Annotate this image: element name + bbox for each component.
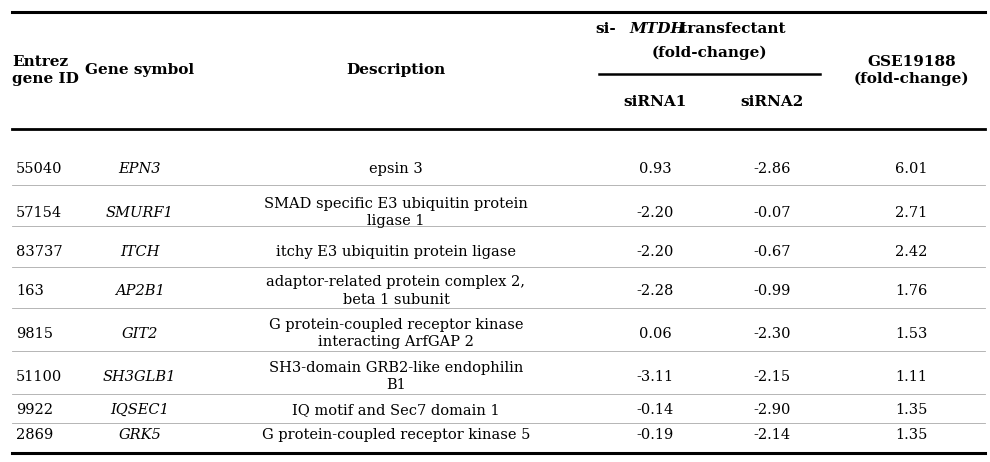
Text: 51100: 51100 bbox=[16, 370, 62, 383]
Text: -0.67: -0.67 bbox=[753, 245, 791, 259]
Text: GRK5: GRK5 bbox=[118, 428, 161, 442]
Text: 6.01: 6.01 bbox=[895, 162, 928, 176]
Text: G protein-coupled receptor kinase
interacting ArfGAP 2: G protein-coupled receptor kinase intera… bbox=[268, 318, 524, 349]
Text: Entrez
gene ID: Entrez gene ID bbox=[12, 55, 79, 85]
Text: adaptor-related protein complex 2,
beta 1 subunit: adaptor-related protein complex 2, beta … bbox=[266, 275, 526, 307]
Text: 83737: 83737 bbox=[16, 245, 62, 259]
Text: 55040: 55040 bbox=[16, 162, 62, 176]
Text: -2.20: -2.20 bbox=[637, 206, 674, 219]
Text: Description: Description bbox=[346, 63, 446, 78]
Text: 2.42: 2.42 bbox=[895, 245, 928, 259]
Text: -2.14: -2.14 bbox=[753, 428, 791, 442]
Text: IQ motif and Sec7 domain 1: IQ motif and Sec7 domain 1 bbox=[292, 403, 500, 417]
Text: 9922: 9922 bbox=[16, 403, 52, 417]
Text: -3.11: -3.11 bbox=[637, 370, 674, 383]
Text: G protein-coupled receptor kinase 5: G protein-coupled receptor kinase 5 bbox=[261, 428, 531, 442]
Text: MTDH: MTDH bbox=[630, 22, 685, 36]
Text: -2.20: -2.20 bbox=[637, 245, 674, 259]
Text: itchy E3 ubiquitin protein ligase: itchy E3 ubiquitin protein ligase bbox=[276, 245, 516, 259]
Text: Gene symbol: Gene symbol bbox=[85, 63, 194, 78]
Text: (fold-change): (fold-change) bbox=[651, 46, 767, 60]
Text: 9815: 9815 bbox=[16, 327, 52, 340]
Text: GIT2: GIT2 bbox=[122, 327, 157, 340]
Text: 2869: 2869 bbox=[16, 428, 53, 442]
Text: -2.15: -2.15 bbox=[753, 370, 791, 383]
Text: si-: si- bbox=[595, 22, 616, 36]
Text: -2.86: -2.86 bbox=[753, 162, 791, 176]
Text: 1.53: 1.53 bbox=[895, 327, 928, 340]
Text: -2.30: -2.30 bbox=[753, 327, 791, 340]
Text: 0.93: 0.93 bbox=[640, 162, 671, 176]
Text: 1.35: 1.35 bbox=[895, 403, 928, 417]
Text: AP2B1: AP2B1 bbox=[115, 284, 164, 298]
Text: transfectant: transfectant bbox=[675, 22, 786, 36]
Text: siRNA2: siRNA2 bbox=[741, 95, 804, 109]
Text: SH3-domain GRB2-like endophilin
B1: SH3-domain GRB2-like endophilin B1 bbox=[269, 361, 523, 392]
Text: 2.71: 2.71 bbox=[895, 206, 928, 219]
Text: -0.19: -0.19 bbox=[637, 428, 674, 442]
Text: IQSEC1: IQSEC1 bbox=[110, 403, 169, 417]
Text: 1.11: 1.11 bbox=[895, 370, 928, 383]
Text: -0.99: -0.99 bbox=[753, 284, 791, 298]
Text: 1.76: 1.76 bbox=[895, 284, 928, 298]
Text: 1.35: 1.35 bbox=[895, 428, 928, 442]
Text: SMAD specific E3 ubiquitin protein
ligase 1: SMAD specific E3 ubiquitin protein ligas… bbox=[264, 197, 528, 228]
Text: 57154: 57154 bbox=[16, 206, 62, 219]
Text: 163: 163 bbox=[16, 284, 44, 298]
Text: 0.06: 0.06 bbox=[639, 327, 672, 340]
Text: siRNA1: siRNA1 bbox=[624, 95, 687, 109]
Text: SH3GLB1: SH3GLB1 bbox=[103, 370, 176, 383]
Text: -0.14: -0.14 bbox=[637, 403, 674, 417]
Text: -2.28: -2.28 bbox=[637, 284, 674, 298]
Text: epsin 3: epsin 3 bbox=[369, 162, 423, 176]
Text: SMURF1: SMURF1 bbox=[106, 206, 173, 219]
Text: EPN3: EPN3 bbox=[119, 162, 160, 176]
Text: -2.90: -2.90 bbox=[753, 403, 791, 417]
Text: GSE19188
(fold-change): GSE19188 (fold-change) bbox=[853, 55, 969, 86]
Text: -0.07: -0.07 bbox=[753, 206, 791, 219]
Text: ITCH: ITCH bbox=[120, 245, 159, 259]
